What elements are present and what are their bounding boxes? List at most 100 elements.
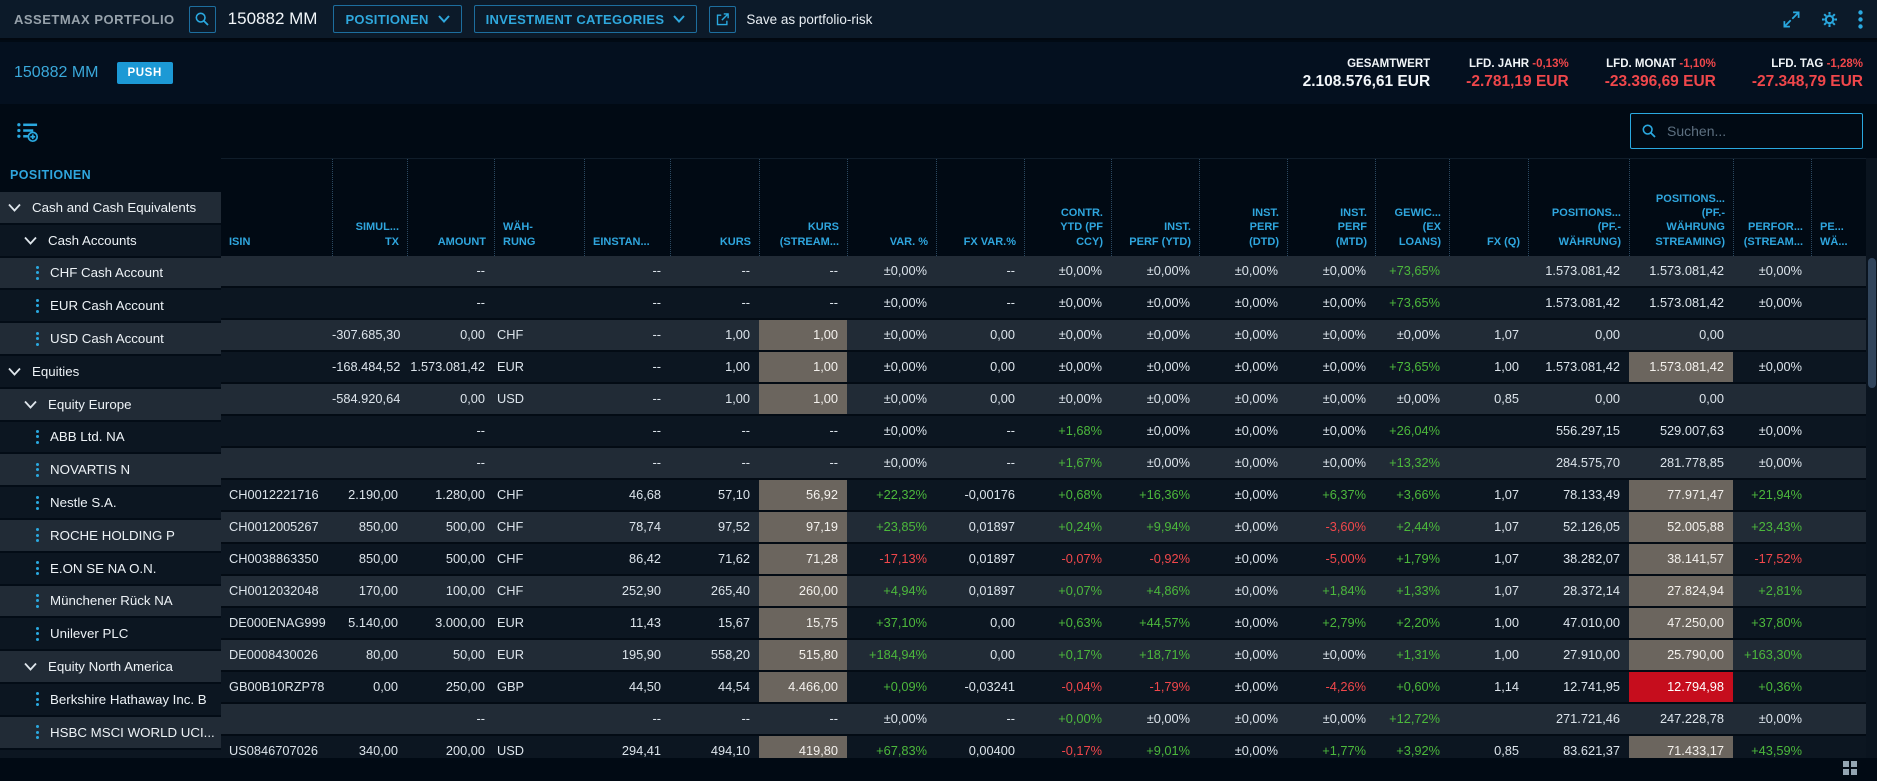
tree-leaf-row[interactable]: ROCHE HOLDING P xyxy=(0,520,221,553)
investment-categories-dropdown[interactable]: INVESTMENT CATEGORIES xyxy=(474,5,698,33)
cell-gewic: +1,79% xyxy=(1375,544,1449,574)
search-button[interactable] xyxy=(189,6,216,33)
positionen-dropdown[interactable]: POSITIONEN xyxy=(333,5,461,33)
item-menu-icon[interactable] xyxy=(36,266,39,280)
tree-leaf-row[interactable]: HSBC MSCI WORLD UCI... xyxy=(0,717,221,750)
cell-fxvar: 0,00 xyxy=(936,352,1024,382)
save-as-portfolio-risk-label[interactable]: Save as portfolio-risk xyxy=(746,12,872,27)
cell-var: +0,09% xyxy=(847,672,936,702)
column-header-gewic[interactable]: GEWIC...(EXLOANS) xyxy=(1375,159,1449,256)
table-row[interactable]: CH0012032048170,00100,00CHF252,90265,402… xyxy=(221,576,1866,608)
add-list-button[interactable] xyxy=(16,120,39,143)
tree-item-label: Münchener Rück NA xyxy=(50,593,173,608)
item-menu-icon[interactable] xyxy=(36,430,39,444)
cell-dtd: ±0,00% xyxy=(1199,576,1287,606)
vertical-scrollbar[interactable] xyxy=(1866,158,1877,758)
table-row[interactable]: -307.685,300,00CHF--1,001,00±0,00%0,00±0… xyxy=(221,320,1866,352)
item-menu-icon[interactable] xyxy=(36,332,39,346)
item-menu-icon[interactable] xyxy=(36,692,39,706)
cell-gewic: +13,32% xyxy=(1375,448,1449,478)
table-row[interactable]: -584.920,640,00USD--1,001,00±0,00%0,00±0… xyxy=(221,384,1866,416)
chevron-down-icon[interactable] xyxy=(24,236,37,245)
table-row[interactable]: DE000843002680,0050,00EUR195,90558,20515… xyxy=(221,640,1866,672)
column-header-contr[interactable]: CONTR.YTD (PFCCY) xyxy=(1024,159,1111,256)
column-header-pstream[interactable]: POSITIONS...(PF.-WÄHRUNGSTREAMING) xyxy=(1629,159,1733,256)
table-row[interactable]: --------±0,00%--+1,67%±0,00%±0,00%±0,00%… xyxy=(221,448,1866,480)
summary-stat: LFD. MONAT -1,10%-23.396,69 EUR xyxy=(1605,56,1716,91)
tree-group-row[interactable]: Cash Accounts xyxy=(0,225,221,258)
column-header-isin[interactable]: ISIN xyxy=(221,159,332,256)
tree-group-row[interactable]: Cash and Cash Equivalents xyxy=(0,192,221,225)
column-header-dtd[interactable]: INST.PERF(DTD) xyxy=(1199,159,1287,256)
tree-leaf-row[interactable]: ABB Ltd. NA xyxy=(0,422,221,455)
tree-leaf-row[interactable]: NOVARTIS N xyxy=(0,454,221,487)
column-header-var[interactable]: VAR. % xyxy=(847,159,936,256)
table-row[interactable]: DE000ENAG9995.140,003.000,00EUR11,4315,6… xyxy=(221,608,1866,640)
column-header-kurs[interactable]: KURS xyxy=(670,159,759,256)
table-body: --------±0,00%--±0,00%±0,00%±0,00%±0,00%… xyxy=(221,256,1866,758)
table-row[interactable]: --------±0,00%--±0,00%±0,00%±0,00%±0,00%… xyxy=(221,288,1866,320)
chevron-down-icon[interactable] xyxy=(24,662,37,671)
tree-leaf-row[interactable]: Nestle S.A. xyxy=(0,487,221,520)
cell-pe xyxy=(1811,672,1866,702)
item-menu-icon[interactable] xyxy=(36,725,39,739)
column-header-ytd[interactable]: INST.PERF (YTD) xyxy=(1111,159,1199,256)
layout-grid-button[interactable] xyxy=(1843,761,1858,776)
column-header-waehrung[interactable]: WÄH-RUNG xyxy=(494,159,584,256)
tree-group-row[interactable]: Equity North America xyxy=(0,651,221,684)
tree-leaf-row[interactable]: USD Cash Account xyxy=(0,323,221,356)
tree-leaf-row[interactable]: E.ON SE NA O.N. xyxy=(0,553,221,586)
table-row[interactable]: -168.484,521.573.081,42EUR--1,001,00±0,0… xyxy=(221,352,1866,384)
item-menu-icon[interactable] xyxy=(36,594,39,608)
push-button[interactable]: PUSH xyxy=(117,62,173,84)
external-link-icon xyxy=(715,12,730,27)
column-header-pe[interactable]: PE...WÄ... xyxy=(1811,159,1866,256)
tree-leaf-row[interactable]: EUR Cash Account xyxy=(0,290,221,323)
tree-group-row[interactable]: Equity Europe xyxy=(0,389,221,422)
tree-leaf-row[interactable] xyxy=(0,750,221,758)
column-header-kstream[interactable]: KURS(STREAM... xyxy=(759,159,847,256)
table-row[interactable]: --------±0,00%--±0,00%±0,00%±0,00%±0,00%… xyxy=(221,256,1866,288)
expand-button[interactable] xyxy=(1782,10,1801,29)
item-menu-icon[interactable] xyxy=(36,496,39,510)
chevron-down-icon[interactable] xyxy=(8,367,21,376)
search-input[interactable] xyxy=(1665,122,1852,140)
overflow-menu-button[interactable] xyxy=(1858,10,1863,29)
chevron-down-icon[interactable] xyxy=(8,203,21,212)
settings-gear-button[interactable] xyxy=(1820,10,1839,29)
cell-waehrung xyxy=(494,704,584,734)
item-menu-icon[interactable] xyxy=(36,463,39,477)
table-row[interactable]: CH0012005267850,00500,00CHF78,7497,5297,… xyxy=(221,512,1866,544)
table-row[interactable]: GB00B10RZP780,00250,00GBP44,5044,544.466… xyxy=(221,672,1866,704)
cell-pos: 38.282,07 xyxy=(1528,544,1629,574)
tree-group-row[interactable]: Equities xyxy=(0,356,221,389)
table-row[interactable]: CH0038863350850,00500,00CHF86,4271,6271,… xyxy=(221,544,1866,576)
column-header-pos[interactable]: POSITIONS...(PF.-WÄHRUNG) xyxy=(1528,159,1629,256)
open-external-button[interactable] xyxy=(709,6,736,33)
scrollbar-thumb[interactable] xyxy=(1868,258,1876,388)
item-menu-icon[interactable] xyxy=(36,627,39,641)
item-menu-icon[interactable] xyxy=(36,561,39,575)
column-header-amount[interactable]: AMOUNT xyxy=(407,159,494,256)
chevron-down-icon[interactable] xyxy=(24,400,37,409)
table-row[interactable]: --------±0,00%--+1,68%±0,00%±0,00%±0,00%… xyxy=(221,416,1866,448)
column-header-fxvar[interactable]: FX VAR.% xyxy=(936,159,1024,256)
tree-leaf-row[interactable]: Berkshire Hathaway Inc. B xyxy=(0,684,221,717)
table-row[interactable]: CH00122217162.190,001.280,00CHF46,6857,1… xyxy=(221,480,1866,512)
item-menu-icon[interactable] xyxy=(36,528,39,542)
table-row[interactable]: --------±0,00%--+0,00%±0,00%±0,00%±0,00%… xyxy=(221,704,1866,736)
column-header-perf[interactable]: PERFOR...(STREAM... xyxy=(1733,159,1811,256)
cell-kurs: -- xyxy=(670,416,759,446)
column-header-einstand[interactable]: EINSTAN... xyxy=(584,159,670,256)
cell-mtd: ±0,00% xyxy=(1287,640,1375,670)
tree-leaf-row[interactable]: CHF Cash Account xyxy=(0,258,221,291)
cell-kstream: 56,92 xyxy=(759,480,847,510)
table-row[interactable]: US0846707026340,00200,00USD294,41494,104… xyxy=(221,736,1866,758)
tree-leaf-row[interactable]: Unilever PLC xyxy=(0,618,221,651)
column-header-simul[interactable]: SIMUL...TX xyxy=(332,159,407,256)
column-header-mtd[interactable]: INST.PERF(MTD) xyxy=(1287,159,1375,256)
tree-leaf-row[interactable]: Münchener Rück NA xyxy=(0,586,221,619)
cell-dtd: ±0,00% xyxy=(1199,736,1287,758)
item-menu-icon[interactable] xyxy=(36,299,39,313)
column-header-fxq[interactable]: FX (Q) xyxy=(1449,159,1528,256)
